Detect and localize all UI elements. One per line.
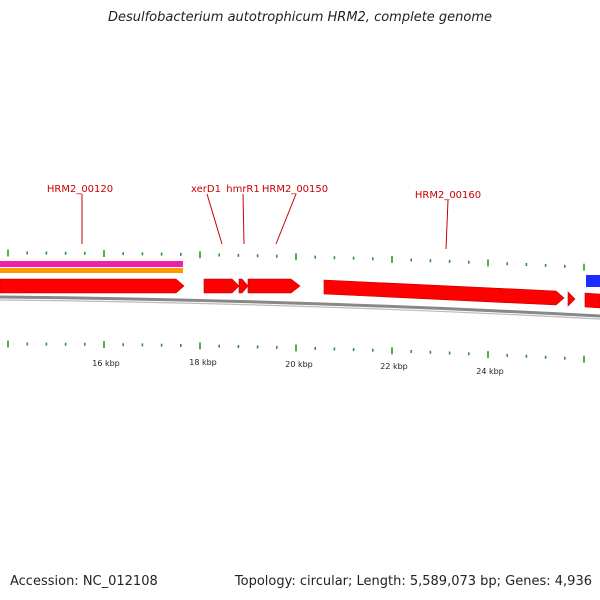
- gene-xerd1[interactable]: [203, 278, 240, 294]
- accession-text: Accession: NC_012108: [10, 574, 158, 589]
- genome-title: Desulfobacterium autotrophicum HRM2, com…: [107, 10, 493, 25]
- backbone-arc: [0, 295, 600, 318]
- gene-small[interactable]: [567, 291, 576, 307]
- track-blue: [586, 275, 600, 287]
- track-magenta: [0, 261, 183, 267]
- leader-xerd1: [206, 193, 223, 245]
- tick-marks-bottom: [7, 340, 585, 363]
- gene-hrm2-00120[interactable]: [0, 278, 185, 294]
- backbone-arc-shadow: [0, 299, 600, 320]
- gene-hmrr1[interactable]: [238, 278, 249, 294]
- genome-summary-text: Topology: circular; Length: 5,589,073 bp…: [234, 574, 592, 589]
- leader-hrm2-00150: [275, 193, 297, 245]
- label-leaders: [81, 193, 449, 250]
- gene-hrm2-00160[interactable]: [323, 279, 565, 306]
- leader-hmrr1: [242, 193, 245, 245]
- leader-hrm2-00160: [445, 199, 449, 250]
- scale-label-20kbp: 20 kbp: [285, 360, 313, 369]
- scale-label-24kbp: 24 kbp: [476, 367, 504, 376]
- label-hrm2-00150[interactable]: HRM2_00150: [262, 184, 328, 195]
- scale-label-18kbp: 18 kbp: [189, 358, 217, 367]
- label-hmrr1[interactable]: hmrR1: [226, 184, 260, 195]
- gene-hrm2-00150[interactable]: [247, 278, 301, 294]
- label-hrm2-00120[interactable]: HRM2_00120: [47, 184, 113, 195]
- label-hrm2-00160[interactable]: HRM2_00160: [415, 190, 481, 201]
- gene-right-edge[interactable]: [584, 292, 600, 309]
- scale-label-16kbp: 16 kbp: [92, 359, 120, 368]
- track-orange: [0, 268, 183, 273]
- scale-label-22kbp: 22 kbp: [380, 362, 408, 371]
- tick-marks-top: [7, 249, 585, 271]
- label-xerd1[interactable]: xerD1: [191, 184, 221, 195]
